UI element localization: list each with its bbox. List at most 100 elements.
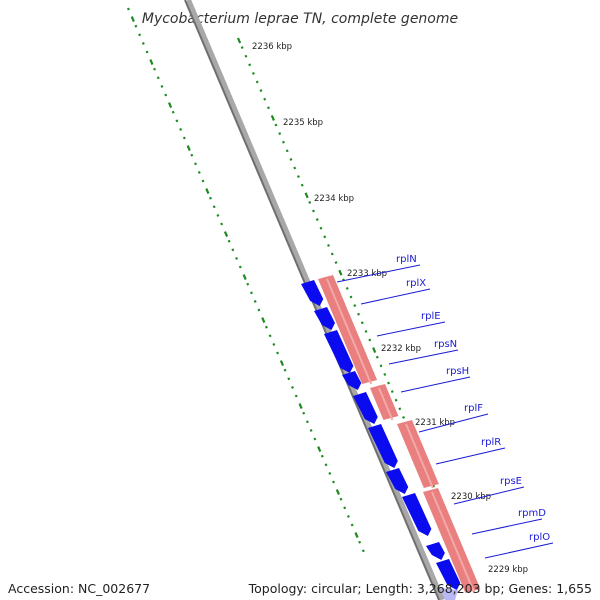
tick-mark bbox=[383, 372, 387, 376]
tick-mark bbox=[153, 67, 156, 71]
tick-mark bbox=[289, 157, 293, 161]
forward-gene bbox=[386, 468, 409, 494]
forward-gene bbox=[324, 330, 354, 373]
tick-mark bbox=[244, 54, 248, 58]
tick-mark bbox=[354, 532, 359, 539]
tick-mark bbox=[279, 360, 285, 367]
tick-mark bbox=[394, 398, 398, 402]
tick-mark bbox=[190, 153, 194, 157]
tick-mark bbox=[402, 415, 405, 419]
tick-mark bbox=[274, 123, 278, 127]
tick-mark bbox=[242, 274, 247, 281]
gene-leader-line bbox=[388, 349, 459, 365]
tick-mark bbox=[145, 50, 149, 54]
forward-gene bbox=[301, 280, 324, 306]
tick-mark bbox=[332, 480, 335, 484]
gene-leader-line bbox=[360, 288, 431, 305]
forward-gene bbox=[353, 392, 378, 424]
kbp-label: 2235 kbp bbox=[283, 118, 323, 128]
tick-mark bbox=[282, 140, 285, 144]
tick-mark bbox=[246, 282, 250, 286]
tick-mark bbox=[250, 291, 253, 295]
gene-label: rpsH bbox=[446, 366, 469, 377]
tick-mark bbox=[317, 446, 322, 453]
gene-leader-line bbox=[376, 321, 446, 337]
tick-mark bbox=[283, 368, 287, 372]
kbp-label: 2231 kbp bbox=[415, 418, 455, 428]
tick-mark bbox=[308, 200, 312, 204]
tick-mark bbox=[302, 411, 306, 415]
tick-mark bbox=[357, 312, 360, 316]
tick-mark bbox=[164, 93, 168, 97]
reverse-gene-highlight bbox=[378, 387, 394, 421]
tick-mark bbox=[130, 16, 135, 23]
gene-leader-line bbox=[400, 376, 471, 393]
tick-mark bbox=[267, 106, 270, 110]
tick-mark bbox=[349, 295, 353, 299]
tick-mark bbox=[276, 351, 280, 355]
tick-mark bbox=[209, 196, 212, 200]
tick-mark bbox=[320, 454, 324, 458]
tick-mark bbox=[390, 390, 394, 394]
tick-mark bbox=[149, 59, 154, 66]
tick-mark bbox=[350, 523, 354, 527]
gene-label: rplN bbox=[396, 254, 417, 265]
tick-mark bbox=[270, 114, 275, 121]
tick-mark bbox=[368, 338, 372, 342]
gene-label: rplR bbox=[481, 437, 501, 448]
tick-mark bbox=[156, 76, 160, 80]
forward-gene bbox=[436, 559, 461, 590]
tick-mark bbox=[141, 41, 145, 45]
tick-mark bbox=[285, 149, 289, 153]
tick-mark bbox=[330, 252, 334, 256]
tick-mark bbox=[251, 71, 255, 75]
tick-mark bbox=[223, 231, 229, 238]
tick-mark bbox=[201, 179, 205, 183]
tick-mark bbox=[134, 24, 138, 28]
tick-mark bbox=[240, 46, 244, 50]
tick-mark bbox=[216, 213, 220, 217]
kbp-label: 2234 kbp bbox=[314, 194, 354, 204]
tick-mark bbox=[212, 205, 216, 209]
reverse-strand-genes bbox=[318, 275, 481, 594]
tick-mark bbox=[197, 170, 201, 174]
gene-label: rplE bbox=[421, 311, 441, 322]
tick-mark bbox=[335, 489, 340, 496]
gene-leader-line bbox=[471, 518, 543, 535]
tick-mark bbox=[138, 33, 142, 37]
tick-mark bbox=[259, 89, 263, 93]
tick-mark bbox=[319, 226, 323, 230]
reverse-gene-highlight bbox=[326, 278, 373, 385]
tick-mark bbox=[315, 218, 319, 222]
tick-mark bbox=[398, 407, 402, 411]
gene-label: rpsN bbox=[434, 339, 457, 350]
tick-mark bbox=[236, 37, 242, 44]
tick-mark bbox=[291, 385, 294, 389]
gene-label: rplX bbox=[406, 278, 426, 289]
forward-gene bbox=[402, 493, 432, 536]
tick-mark bbox=[372, 347, 377, 354]
gene-leader-line bbox=[484, 542, 554, 559]
gene-label: rplO bbox=[529, 532, 550, 543]
tick-mark bbox=[220, 222, 224, 226]
tick-mark bbox=[324, 463, 328, 467]
tick-mark bbox=[231, 248, 235, 252]
gene-label: rplF bbox=[464, 403, 483, 414]
tick-mark bbox=[432, 484, 436, 488]
tick-mark bbox=[264, 325, 268, 329]
kbp-label: 2232 kbp bbox=[381, 344, 421, 354]
tick-mark bbox=[312, 209, 315, 213]
tick-mark bbox=[175, 119, 179, 123]
tick-mark bbox=[339, 497, 343, 501]
tick-mark bbox=[293, 166, 297, 170]
tick-mark bbox=[364, 329, 368, 333]
gene-leader-line bbox=[418, 413, 489, 433]
tick-mark bbox=[268, 334, 272, 338]
tick-mark bbox=[300, 183, 304, 187]
tick-mark bbox=[255, 80, 259, 84]
tick-mark bbox=[278, 132, 282, 136]
tick-mark bbox=[253, 299, 257, 303]
kbp-label: 2229 kbp bbox=[488, 565, 528, 575]
tick-mark bbox=[168, 102, 173, 109]
